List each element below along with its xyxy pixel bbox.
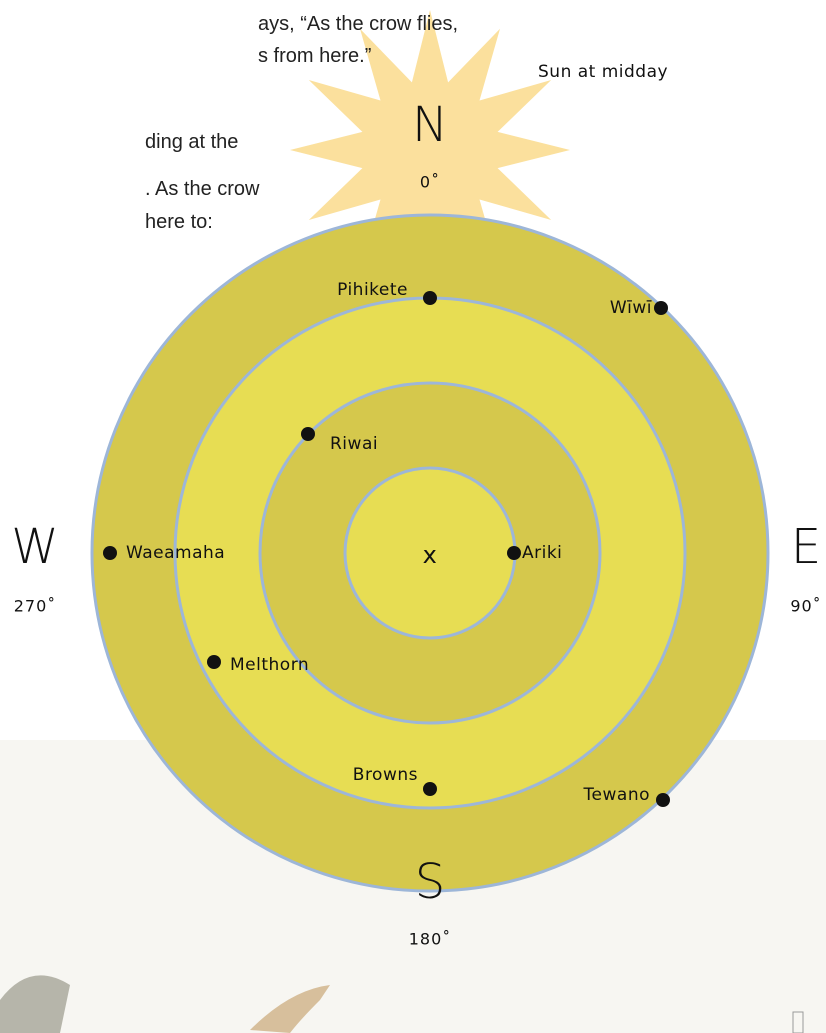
compass-degrees: 0˚ <box>420 173 440 192</box>
body-text-line: here to: <box>145 211 213 233</box>
body-text-line: . As the crow <box>145 178 260 200</box>
sun-label: Sun at midday <box>538 62 668 82</box>
place-dot <box>103 546 117 560</box>
body-text-line: s from here.” <box>258 45 371 67</box>
body-text-line: ding at the <box>145 131 238 153</box>
center-mark: x <box>423 541 438 569</box>
body-text-line: ays, “As the crow flies, <box>258 13 458 35</box>
compass-degrees: 270˚ <box>14 597 57 616</box>
place-dot <box>656 793 670 807</box>
place-dot <box>507 546 521 560</box>
compass-letter: S <box>415 854 445 910</box>
place-dot <box>423 782 437 796</box>
compass-letter: E <box>791 519 821 575</box>
place-label: Pihikete <box>337 280 408 300</box>
place-label: Riwai <box>330 434 378 454</box>
place-dot <box>301 427 315 441</box>
compass-degrees: 180˚ <box>409 930 452 949</box>
diagram: x Sun at midday ays, “As the crow flies,… <box>0 0 826 1033</box>
place-dot <box>423 291 437 305</box>
compass-degrees: 90˚ <box>790 597 821 616</box>
compass-letter: N <box>412 97 448 153</box>
place-dot <box>207 655 221 669</box>
place-label: Ariki <box>522 543 562 563</box>
compass-letter: W <box>11 519 58 575</box>
place-label: Browns <box>353 765 418 785</box>
place-label: Tewano <box>583 785 650 805</box>
place-label: Waeamaha <box>126 543 225 563</box>
place-label: Wīwī <box>610 298 652 318</box>
place-dot <box>654 301 668 315</box>
place-label: Melthorn <box>230 655 309 675</box>
page: x Sun at midday ays, “As the crow flies,… <box>0 0 826 1033</box>
